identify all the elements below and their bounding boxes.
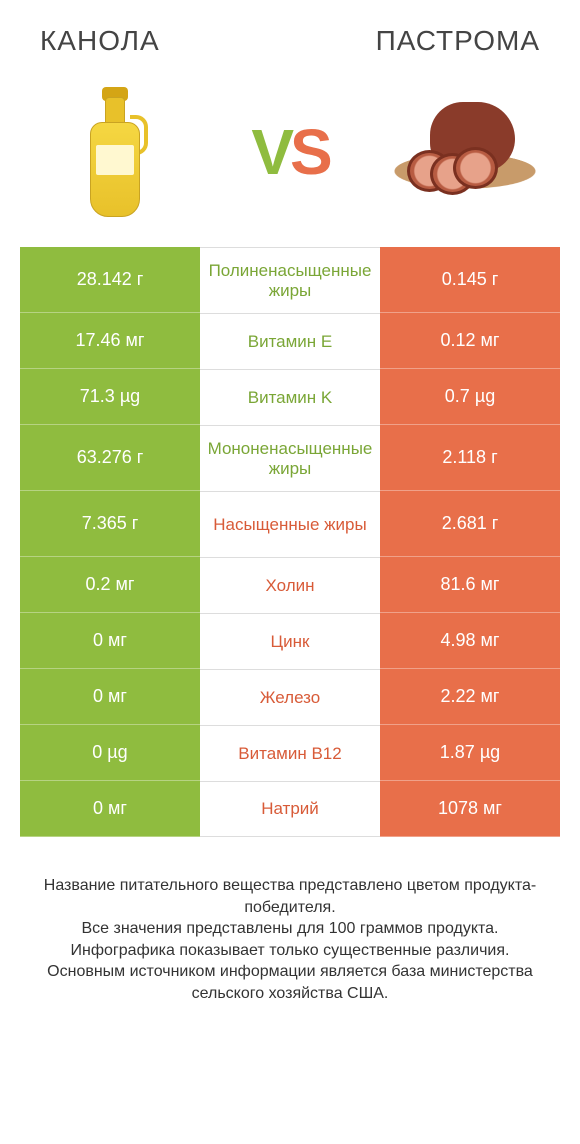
table-row: 28.142 гПолиненасыщенные жиры0.145 г: [20, 247, 560, 313]
nutrient-label-cell: Насыщенные жиры: [200, 491, 380, 557]
left-value-cell: 71.3 µg: [20, 369, 200, 425]
table-row: 0 мгНатрий1078 мг: [20, 781, 560, 837]
right-value-cell: 1.87 µg: [380, 725, 560, 781]
table-row: 63.276 гМононенасыщенные жиры2.118 г: [20, 425, 560, 491]
table-row: 0.2 мгХолин81.6 мг: [20, 557, 560, 613]
right-product-title: ПАСТРОМА: [376, 25, 540, 57]
nutrient-label-cell: Витамин K: [200, 369, 380, 425]
left-value-cell: 0 µg: [20, 725, 200, 781]
footer-line: Название питательного вещества представл…: [26, 875, 554, 918]
right-value-cell: 2.22 мг: [380, 669, 560, 725]
right-value-cell: 0.12 мг: [380, 313, 560, 369]
footer-line: Инфографика показывает только существенн…: [26, 940, 554, 962]
vs-label: VS: [251, 115, 328, 189]
nutrient-label-cell: Железо: [200, 669, 380, 725]
left-value-cell: 0 мг: [20, 781, 200, 837]
nutrient-label-cell: Полиненасыщенные жиры: [200, 247, 380, 313]
left-value-cell: 63.276 г: [20, 425, 200, 491]
right-value-cell: 2.118 г: [380, 425, 560, 491]
right-value-cell: 1078 мг: [380, 781, 560, 837]
header: КАНОЛА ПАСТРОМА: [0, 0, 580, 67]
footer-line: Основным источником информации является …: [26, 961, 554, 1004]
left-value-cell: 7.365 г: [20, 491, 200, 557]
table-row: 71.3 µgВитамин K0.7 µg: [20, 369, 560, 425]
left-value-cell: 0 мг: [20, 669, 200, 725]
table-row: 0 мгЦинк4.98 мг: [20, 613, 560, 669]
nutrient-label-cell: Натрий: [200, 781, 380, 837]
nutrient-label-cell: Витамин B12: [200, 725, 380, 781]
right-value-cell: 0.7 µg: [380, 369, 560, 425]
nutrient-label-cell: Холин: [200, 557, 380, 613]
comparison-table: 28.142 гПолиненасыщенные жиры0.145 г17.4…: [20, 247, 560, 837]
vs-s: S: [290, 116, 329, 188]
oil-bottle-icon: [80, 87, 150, 217]
right-product-image: [390, 77, 540, 227]
nutrient-label-cell: Мононенасыщенные жиры: [200, 425, 380, 491]
vs-v: V: [251, 116, 290, 188]
right-value-cell: 81.6 мг: [380, 557, 560, 613]
pastrami-icon: [395, 97, 535, 207]
table-row: 0 µgВитамин B121.87 µg: [20, 725, 560, 781]
table-row: 17.46 мгВитамин E0.12 мг: [20, 313, 560, 369]
left-value-cell: 0.2 мг: [20, 557, 200, 613]
footer-notes: Название питательного вещества представл…: [0, 837, 580, 1005]
nutrient-label-cell: Цинк: [200, 613, 380, 669]
table-row: 0 мгЖелезо2.22 мг: [20, 669, 560, 725]
right-value-cell: 0.145 г: [380, 247, 560, 313]
left-value-cell: 0 мг: [20, 613, 200, 669]
nutrient-label-cell: Витамин E: [200, 313, 380, 369]
left-value-cell: 17.46 мг: [20, 313, 200, 369]
left-product-image: [40, 77, 190, 227]
footer-line: Все значения представлены для 100 граммо…: [26, 918, 554, 940]
left-value-cell: 28.142 г: [20, 247, 200, 313]
images-row: VS: [0, 67, 580, 247]
left-product-title: КАНОЛА: [40, 25, 160, 57]
right-value-cell: 2.681 г: [380, 491, 560, 557]
table-row: 7.365 гНасыщенные жиры2.681 г: [20, 491, 560, 557]
right-value-cell: 4.98 мг: [380, 613, 560, 669]
